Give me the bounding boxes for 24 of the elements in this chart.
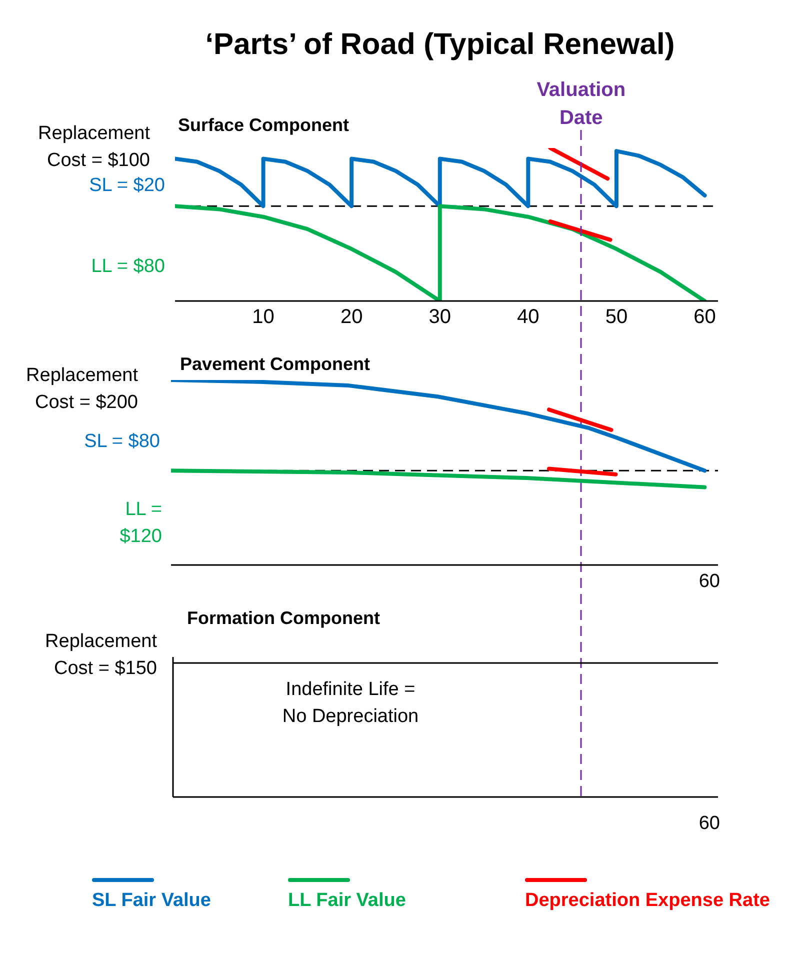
- x-tick-label: 40: [517, 306, 540, 328]
- text: LL = $120: [118, 498, 162, 549]
- text: SL = $80: [83, 430, 160, 454]
- chart-subtitle: Surface Component: [178, 115, 350, 136]
- text: Replacement Cost = $150: [44, 630, 157, 681]
- x-tick-label: 50: [605, 306, 628, 328]
- legend-label: SL Fair Value: [92, 889, 211, 912]
- ref-line-label: Valuation Date: [536, 78, 627, 131]
- text: SL = $20: [88, 174, 165, 198]
- text: Formation Component: [187, 608, 380, 629]
- legend-label: LL Fair Value: [288, 889, 406, 912]
- text: Indefinite Life = No Depreciation: [281, 678, 420, 729]
- x-tick-label: 60: [694, 306, 716, 328]
- text: Replacement Cost = $200: [25, 364, 138, 415]
- x-tick-label: 20: [340, 306, 363, 328]
- text: 60: [698, 812, 720, 836]
- x-tick-label: 30: [428, 306, 452, 328]
- text: Replacement Cost = $100: [37, 122, 150, 173]
- chart-title: Pavement Component: [180, 354, 370, 375]
- x-tick-label: 10: [252, 306, 274, 328]
- chart-title: ‘Parts’ of Road (Typical Renewal): [204, 28, 676, 62]
- text: LL = $80: [90, 255, 165, 279]
- legend-label: Depreciation Expense Rate: [525, 889, 770, 912]
- text: 60: [698, 570, 720, 594]
